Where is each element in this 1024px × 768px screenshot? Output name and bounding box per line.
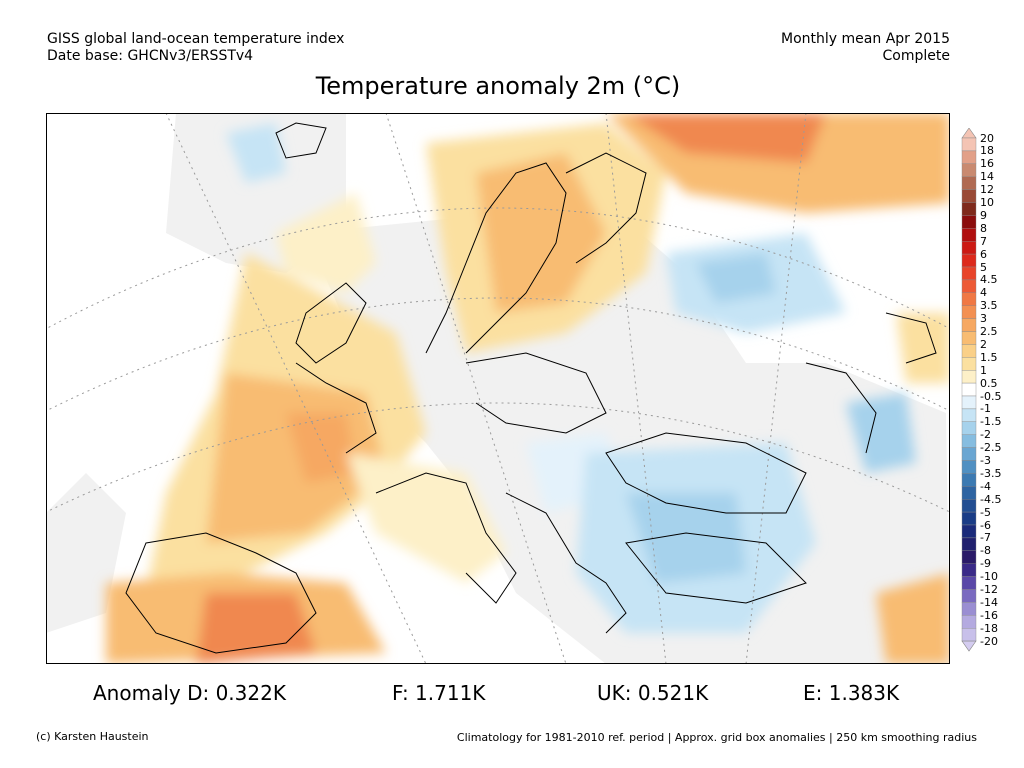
coastlines — [125, 122, 937, 654]
colorbar-label: 2 — [980, 337, 987, 351]
colorbar-cell — [961, 344, 977, 358]
colorbar-cell — [961, 266, 977, 281]
anomaly-map — [46, 113, 950, 664]
colorbar-label: -3 — [980, 454, 991, 467]
colorbar-label: -9 — [980, 557, 991, 571]
colorbar-label: -14 — [980, 595, 998, 609]
graticule — [46, 113, 950, 664]
colorbar-cell — [961, 550, 977, 564]
colorbar-label: -8 — [980, 544, 991, 558]
colorbar-cell — [961, 460, 977, 474]
colorbar-label: 10 — [980, 196, 994, 209]
colorbar-cell — [961, 499, 977, 513]
colorbar-cell — [961, 589, 977, 603]
colorbar-cell — [961, 305, 977, 319]
colorbar-label: 2.5 — [980, 325, 998, 338]
header-line2-left: Date base: GHCNv3/ERSSTv4 — [47, 48, 254, 64]
colorbar-label: 12 — [980, 183, 994, 197]
colorbar-label: -18 — [980, 621, 998, 635]
colorbar-arrow-bottom — [961, 640, 977, 652]
anomaly-d: Anomaly D: 0.322K — [93, 681, 286, 705]
colorbar-cell — [961, 421, 977, 435]
colorbar-label: -12 — [980, 583, 998, 596]
colorbar-label: -20 — [980, 634, 998, 648]
colorbar-cell — [961, 486, 977, 500]
colorbar-label: 4 — [980, 286, 987, 300]
colorbar-cell — [961, 447, 977, 461]
colorbar-label: -10 — [980, 570, 998, 584]
map-frame — [46, 113, 950, 664]
colorbar-label: -7 — [980, 531, 991, 545]
colorbar-cell — [961, 202, 977, 216]
colorbar-cell — [961, 318, 977, 332]
colorbar-cell — [961, 176, 977, 190]
colorbar-cell — [961, 382, 977, 397]
anomaly-uk: UK: 0.521K — [597, 681, 709, 705]
colorbar-label: -2.5 — [980, 441, 1002, 455]
colorbar-label: 6 — [980, 247, 987, 261]
colorbar-label: -1.5 — [980, 415, 1002, 429]
colorbar-cell — [961, 240, 977, 255]
colorbar-cell — [961, 150, 977, 164]
colorbar-cell — [961, 473, 977, 487]
anomaly-f: F: 1.711K — [392, 681, 486, 705]
colorbar-label: -4.5 — [980, 492, 1002, 506]
colorbar-arrow-top — [961, 128, 977, 139]
colorbar-cell — [961, 331, 977, 345]
colorbar-cell — [961, 602, 977, 616]
colorbar-label: 5 — [980, 260, 987, 274]
colorbar-cell — [961, 253, 977, 268]
colorbar-cell — [961, 563, 977, 577]
colorbar-label: -1 — [980, 402, 991, 416]
colorbar-cell — [961, 628, 977, 642]
colorbar-label: -5 — [980, 505, 991, 519]
colorbar-cell — [961, 215, 977, 229]
colorbar-label: 3.5 — [980, 299, 998, 313]
colorbar-label: 16 — [980, 157, 994, 171]
warm-areas — [106, 113, 950, 664]
header-line1-left: GISS global land-ocean temperature index — [47, 31, 345, 47]
cool-areas — [226, 123, 916, 633]
colorbar-label: 4.5 — [980, 273, 998, 287]
colorbar-label: 7 — [980, 234, 987, 248]
footer-note: Climatology for 1981-2010 ref. period | … — [456, 731, 977, 744]
colorbar-label: 0.5 — [980, 376, 998, 390]
colorbar-label: 14 — [980, 170, 994, 184]
colorbar-cell — [961, 137, 977, 152]
colorbar-cell — [961, 189, 977, 203]
colorbar-label: -2 — [980, 428, 991, 442]
colorbar-cell — [961, 292, 977, 306]
colorbar-cell — [961, 357, 977, 371]
colorbar-label: -6 — [980, 518, 991, 532]
colorbar-label: -4 — [980, 479, 991, 493]
colorbar-cell — [961, 434, 977, 448]
colorbar-label: 9 — [980, 208, 987, 222]
colorbar-cell — [961, 279, 977, 293]
colorbar-label: 20 — [980, 131, 994, 145]
header-line1-right: Monthly mean Apr 2015 — [781, 31, 950, 47]
copyright: (c) Karsten Haustein — [36, 730, 149, 743]
colorbar-label: 1.5 — [980, 350, 998, 364]
colorbar-cell — [961, 163, 977, 177]
colorbar — [961, 128, 977, 652]
colorbar-cell — [961, 537, 977, 551]
header-line2-right: Complete — [882, 48, 950, 64]
colorbar-cell — [961, 615, 977, 629]
colorbar-cell — [961, 369, 977, 384]
colorbar-label: 1 — [980, 363, 987, 377]
colorbar-cell — [961, 228, 977, 242]
map-title: Temperature anomaly 2m (°C) — [315, 72, 681, 100]
colorbar-cell — [961, 408, 977, 422]
colorbar-label: 3 — [980, 312, 987, 326]
colorbar-label: 18 — [980, 144, 994, 158]
colorbar-label: -3.5 — [980, 466, 1002, 480]
anomaly-e: E: 1.383K — [803, 681, 900, 705]
colorbar-label: -0.5 — [980, 389, 1002, 403]
colorbar-cell — [961, 511, 977, 526]
colorbar-cell — [961, 576, 977, 590]
colorbar-cell — [961, 524, 977, 539]
colorbar-label: 8 — [980, 221, 987, 235]
colorbar-cell — [961, 395, 977, 410]
colorbar-label: -16 — [980, 608, 998, 622]
